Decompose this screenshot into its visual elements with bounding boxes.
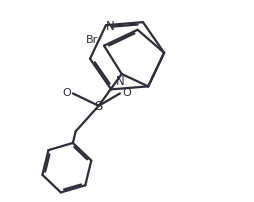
Text: O: O: [62, 87, 71, 97]
Text: S: S: [94, 100, 103, 113]
Text: N: N: [116, 75, 124, 87]
Text: N: N: [106, 20, 115, 33]
Text: Br: Br: [86, 35, 98, 45]
Text: O: O: [122, 87, 131, 97]
